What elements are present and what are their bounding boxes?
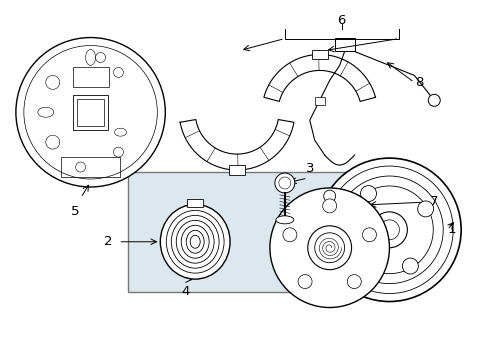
Circle shape: [345, 186, 432, 274]
Text: 3: 3: [305, 162, 313, 175]
Circle shape: [346, 275, 361, 289]
Circle shape: [16, 37, 165, 187]
Ellipse shape: [160, 204, 229, 279]
Circle shape: [427, 94, 439, 106]
Circle shape: [325, 166, 452, 293]
Bar: [311, 50, 327, 59]
Text: 7: 7: [429, 195, 438, 208]
Text: 2: 2: [104, 235, 113, 248]
Polygon shape: [264, 54, 375, 102]
Bar: [73, 95, 108, 130]
Circle shape: [362, 228, 376, 242]
Circle shape: [269, 188, 388, 307]
Bar: [228, 165, 244, 175]
Polygon shape: [180, 120, 293, 170]
Text: 5: 5: [71, 205, 80, 219]
Circle shape: [323, 190, 335, 202]
Circle shape: [402, 258, 417, 274]
Text: 4: 4: [181, 285, 189, 298]
Bar: [187, 199, 203, 207]
Circle shape: [322, 199, 336, 213]
Circle shape: [307, 226, 351, 270]
Circle shape: [298, 275, 311, 289]
Bar: [73, 67, 108, 87]
Bar: [128, 172, 347, 292]
Circle shape: [360, 186, 376, 202]
Circle shape: [371, 212, 407, 248]
Circle shape: [274, 173, 294, 193]
Text: 8: 8: [414, 76, 423, 89]
Circle shape: [417, 201, 433, 217]
Bar: [77, 99, 104, 126]
Bar: [334, 37, 354, 51]
Circle shape: [317, 158, 460, 302]
Circle shape: [283, 228, 296, 242]
Circle shape: [345, 243, 361, 259]
Bar: [61, 157, 120, 177]
Text: 1: 1: [447, 223, 455, 236]
Circle shape: [335, 176, 442, 284]
Bar: [314, 97, 324, 105]
Ellipse shape: [275, 216, 293, 224]
Text: 6: 6: [337, 14, 345, 27]
